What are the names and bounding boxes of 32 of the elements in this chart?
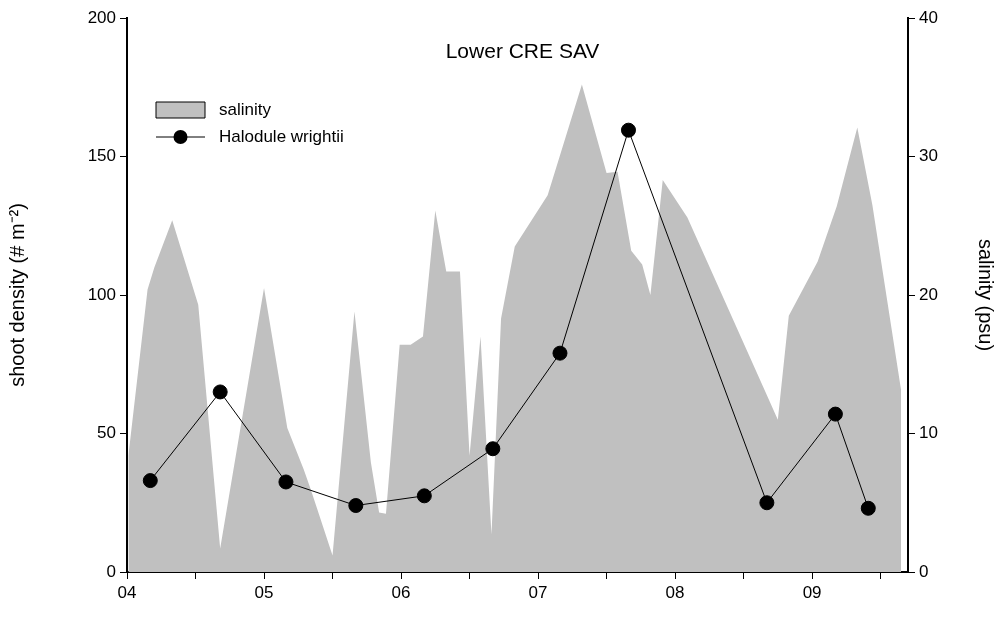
point [212,384,228,400]
y2-tick-label: 20 [919,284,938,304]
text: Lower CRE SAV [445,38,600,62]
y2-tick-label: 10 [919,423,938,443]
legend-label: salinity [219,99,272,119]
point [485,441,501,457]
point [348,498,364,514]
point [142,473,158,489]
y-tick-label: 50 [97,423,116,443]
y2-tick-label: 30 [919,146,938,166]
y-tick-label: 100 [87,284,116,304]
x-tick-label: 07 [528,582,548,602]
point [278,474,294,490]
y-tick-label: 150 [87,146,116,166]
y-tick-label: 0 [106,561,116,581]
x-tick-label: 04 [117,582,137,602]
point [759,495,775,511]
y2-tick-label: 0 [919,561,929,581]
x-tick-label: 06 [391,582,411,602]
y2-tick-label: 40 [919,7,938,27]
x-tick-label: 05 [254,582,274,602]
y-axis-title: shoot density (# m⁻²) [5,203,28,387]
point [860,500,876,516]
point [827,406,843,422]
x-tick-label: 09 [802,582,822,602]
y-tick-label: 200 [87,7,116,27]
point [552,345,568,361]
point [620,122,636,138]
y2-axis-title: salinity (psu) [975,238,998,352]
x-tick-label: 08 [665,582,685,602]
legend-label: Halodule wrightii [219,126,344,146]
point [416,488,432,504]
